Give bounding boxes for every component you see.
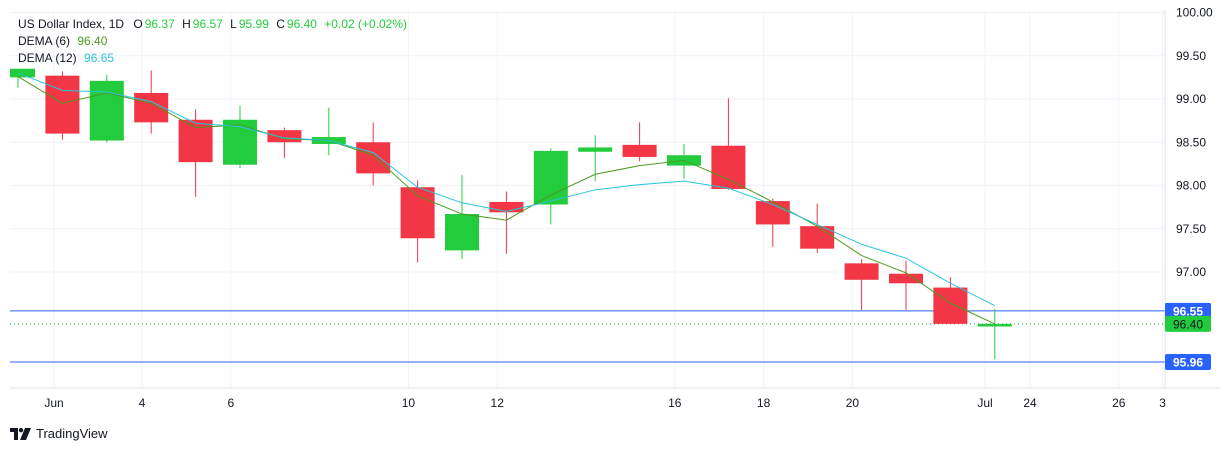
open-label: O bbox=[133, 17, 143, 31]
dema12-value: 96.65 bbox=[84, 51, 115, 65]
open-value: 96.37 bbox=[144, 17, 175, 31]
legend-dema6-row[interactable]: DEMA (6) 96.40 bbox=[18, 33, 407, 50]
candle bbox=[178, 109, 213, 197]
candle-body bbox=[45, 75, 80, 134]
dema6-value: 96.40 bbox=[77, 34, 108, 48]
low-value: 95.99 bbox=[238, 17, 269, 31]
candle bbox=[311, 107, 346, 156]
dema6-label: DEMA (6) bbox=[18, 34, 71, 48]
candle bbox=[844, 259, 879, 311]
moving-averages bbox=[17, 72, 996, 325]
candle-body bbox=[178, 119, 213, 163]
legend-dema12-row[interactable]: DEMA (12) 96.65 bbox=[18, 50, 407, 67]
candle-body bbox=[533, 150, 568, 205]
legend-main-row: US Dollar Index, 1D O 96.37 H 96.57 L 95.99… bbox=[18, 16, 407, 33]
candle-body bbox=[933, 287, 968, 324]
low-label: L bbox=[230, 17, 237, 31]
y-tick-label: 97.50 bbox=[1176, 222, 1206, 236]
symbol-title: US Dollar Index, 1D bbox=[18, 17, 125, 31]
candle-body bbox=[89, 80, 124, 141]
x-tick-label: 3 bbox=[1159, 396, 1166, 410]
y-tick-label: 98.50 bbox=[1176, 135, 1206, 149]
candle bbox=[755, 198, 790, 247]
x-tick-label: 10 bbox=[402, 396, 416, 410]
candle bbox=[356, 122, 391, 186]
change-value: +0.02 (+0.02%) bbox=[324, 17, 407, 31]
x-tick-label: 12 bbox=[491, 396, 505, 410]
candle-body bbox=[489, 201, 524, 213]
dema6-line bbox=[17, 76, 996, 325]
close-label: C bbox=[276, 17, 285, 31]
hline-price-label-bg bbox=[1165, 302, 1211, 319]
last-price-label: 96.40 bbox=[1173, 317, 1203, 331]
y-tick-label: 99.50 bbox=[1176, 49, 1206, 63]
tradingview-logo-icon bbox=[10, 427, 31, 440]
candle-body bbox=[400, 187, 435, 239]
last-price-label-bg bbox=[1165, 315, 1211, 332]
x-tick-label: 4 bbox=[139, 396, 146, 410]
candles bbox=[10, 68, 1012, 360]
candle bbox=[45, 71, 80, 140]
candle bbox=[711, 98, 746, 190]
grid bbox=[10, 10, 1165, 388]
candle bbox=[578, 135, 613, 182]
candle-body bbox=[889, 273, 923, 284]
candle bbox=[489, 191, 524, 254]
candle bbox=[533, 148, 568, 225]
candle bbox=[667, 143, 701, 179]
candle-body bbox=[356, 142, 391, 174]
tradingview-branding[interactable]: TradingView bbox=[10, 426, 108, 441]
chart-legend: US Dollar Index, 1D O 96.37 H 96.57 L 95.99… bbox=[18, 16, 407, 67]
tradingview-wordmark: TradingView bbox=[36, 426, 108, 441]
hline-price-label: 95.96 bbox=[1173, 355, 1203, 369]
y-tick-label: 97.00 bbox=[1176, 265, 1206, 279]
candle bbox=[445, 175, 479, 260]
x-tick-label: Jul bbox=[977, 396, 992, 410]
candle bbox=[223, 105, 257, 169]
candle bbox=[622, 122, 657, 162]
candle bbox=[933, 277, 968, 324]
hline-price-label: 96.55 bbox=[1173, 304, 1203, 318]
candle-body bbox=[977, 323, 1012, 327]
candle bbox=[89, 74, 124, 143]
axes: 100.00 99.50 99.00 98.50 98.00 97.50 97.00 Jun 4… bbox=[10, 6, 1220, 410]
candle-body bbox=[711, 145, 746, 189]
candle-body bbox=[622, 144, 657, 157]
candle-body bbox=[578, 147, 613, 152]
horizontal-lines bbox=[10, 310, 1165, 363]
candle-body bbox=[223, 119, 257, 165]
dema12-label: DEMA (12) bbox=[18, 51, 77, 65]
candle-body bbox=[10, 68, 35, 78]
x-tick-label: 6 bbox=[227, 396, 234, 410]
y-tick-label: 100.00 bbox=[1176, 6, 1213, 20]
candle-body bbox=[445, 214, 479, 251]
candle bbox=[977, 309, 1012, 360]
dema12-line bbox=[17, 72, 996, 307]
candle bbox=[400, 180, 435, 263]
x-tick-label: 16 bbox=[668, 396, 682, 410]
x-tick-label: Jun bbox=[44, 396, 63, 410]
y-tick-label: 99.00 bbox=[1176, 92, 1206, 106]
candle bbox=[800, 203, 835, 253]
hline-price-label-bg bbox=[1165, 353, 1211, 370]
candle bbox=[889, 260, 923, 311]
x-tick-label: 24 bbox=[1023, 396, 1037, 410]
candle-body bbox=[844, 263, 879, 280]
high-value: 96.57 bbox=[192, 17, 223, 31]
candle-body bbox=[267, 130, 302, 143]
high-label: H bbox=[182, 17, 191, 31]
x-tick-label: 20 bbox=[846, 396, 860, 410]
x-tick-label: 18 bbox=[757, 396, 771, 410]
x-tick-label: 26 bbox=[1112, 396, 1126, 410]
y-tick-label: 98.00 bbox=[1176, 179, 1206, 193]
price-labels: 96.55 95.96 96.40 bbox=[1165, 302, 1211, 370]
close-value: 96.40 bbox=[286, 17, 317, 31]
